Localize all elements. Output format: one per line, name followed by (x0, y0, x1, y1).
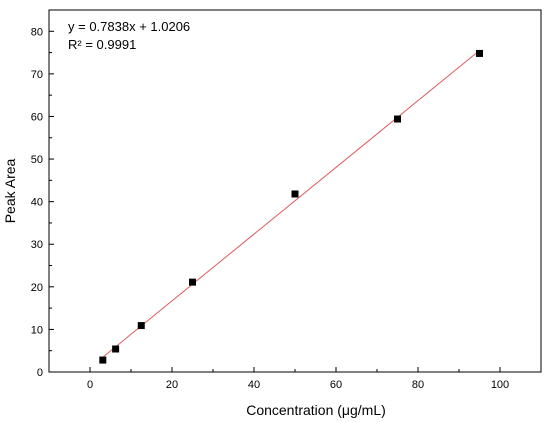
y-tick-label: 0 (37, 367, 43, 379)
data-point (99, 356, 107, 364)
data-point (112, 345, 120, 353)
y-tick-label: 10 (31, 324, 43, 336)
y-axis-ticks: 0 10 20 30 40 50 60 70 80 (31, 9, 54, 379)
regression-line (102, 50, 480, 358)
x-tick-label: 60 (330, 379, 342, 391)
x-tick-label: 80 (412, 379, 424, 391)
y-tick-label: 50 (31, 154, 43, 166)
x-tick-label: 40 (248, 379, 260, 391)
y-tick-label: 30 (31, 239, 43, 251)
data-point (476, 49, 483, 57)
data-point (137, 322, 145, 330)
y-tick-label: 60 (31, 111, 43, 123)
data-point (189, 278, 196, 286)
data-point (394, 115, 401, 123)
x-axis-title: Concentration (μg/mL) (246, 402, 386, 418)
y-tick-label: 20 (31, 282, 43, 294)
y-tick-label: 40 (31, 197, 43, 209)
x-tick-label: 20 (166, 379, 178, 391)
y-axis-title: Peak Area (2, 158, 18, 223)
x-tick-label: 0 (87, 379, 93, 391)
equation-annotation: y = 0.7838x + 1.0206 (68, 19, 190, 34)
r-squared-annotation: R² = 0.9991 (68, 37, 136, 52)
data-points (99, 49, 483, 364)
y-tick-label: 70 (31, 69, 43, 81)
x-tick-label: 100 (491, 379, 509, 391)
x-axis-ticks: 0 20 40 60 80 100 (48, 367, 542, 391)
y-tick-label: 80 (31, 26, 43, 38)
data-point (291, 190, 299, 198)
